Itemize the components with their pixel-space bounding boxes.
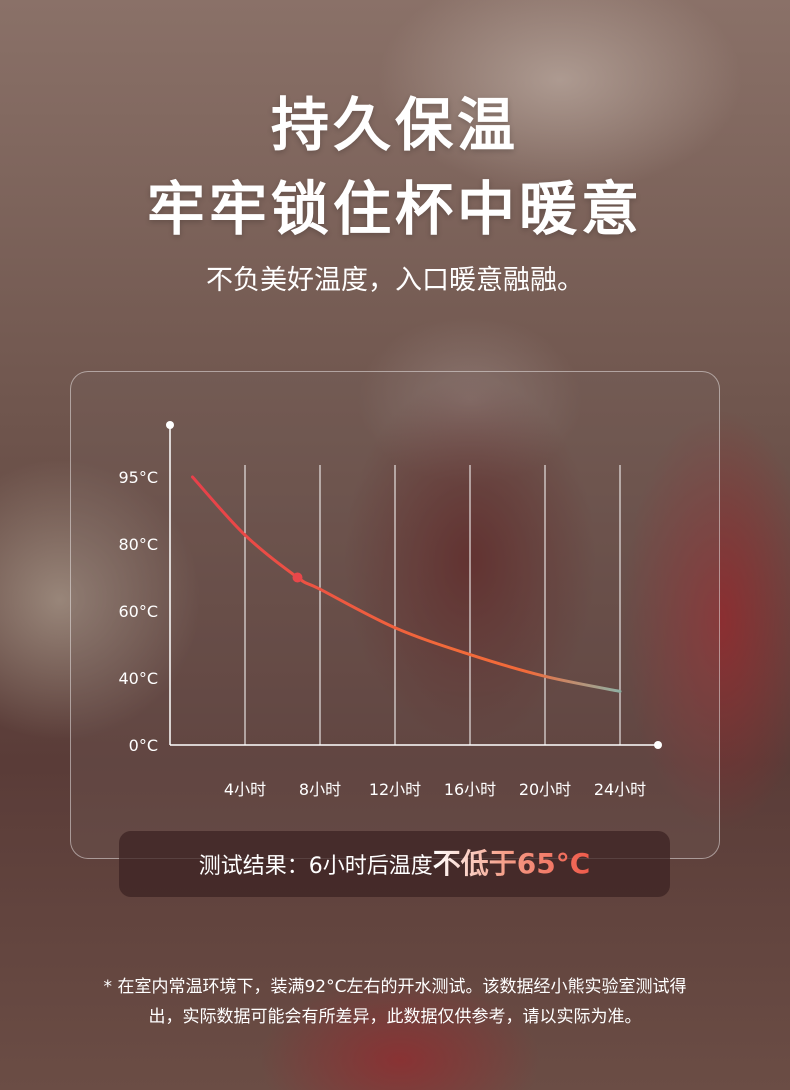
y-tick-label: 80°C [118,535,158,554]
subtitle: 不负美好温度，入口暖意融融。 [206,265,584,296]
temperature-curve [191,475,622,693]
footnote-line2: 出，实际数据可能会有所差异，此数据仅供参考，请以实际为准。 [148,1007,642,1027]
test-result-banner: 测试结果：6小时后温度不低于65°C [119,831,670,897]
headline-line2: 牢牢锁住杯中暖意 [146,175,643,243]
result-highlight: 不低于65°C [432,847,591,880]
highlight-marker [292,572,303,583]
y-axis-end-dot [166,421,174,429]
chart-panel [70,371,720,859]
y-tick-label: 40°C [118,669,158,688]
y-tick-label: 0°C [129,736,158,755]
y-tick-label: 95°C [118,468,158,487]
result-prefix: 测试结果：6小时后温度 [198,854,433,879]
y-tick-label: 60°C [118,602,158,621]
x-tick-label: 24小时 [594,780,646,799]
x-tick-label: 4小时 [224,780,266,799]
x-tick-label: 16小时 [444,780,496,799]
footnote: * 在室内常温环境下，装满92°C左右的开水测试。该数据经小熊实验室测试得 出，… [40,972,750,1032]
x-tick-label: 8小时 [299,780,341,799]
footnote-line1: * 在室内常温环境下，装满92°C左右的开水测试。该数据经小熊实验室测试得 [103,977,687,997]
x-axis-end-dot [654,741,662,749]
headline-line1: 持久保温 [270,91,519,159]
x-tick-label: 12小时 [369,780,421,799]
x-tick-label: 20小时 [519,780,571,799]
